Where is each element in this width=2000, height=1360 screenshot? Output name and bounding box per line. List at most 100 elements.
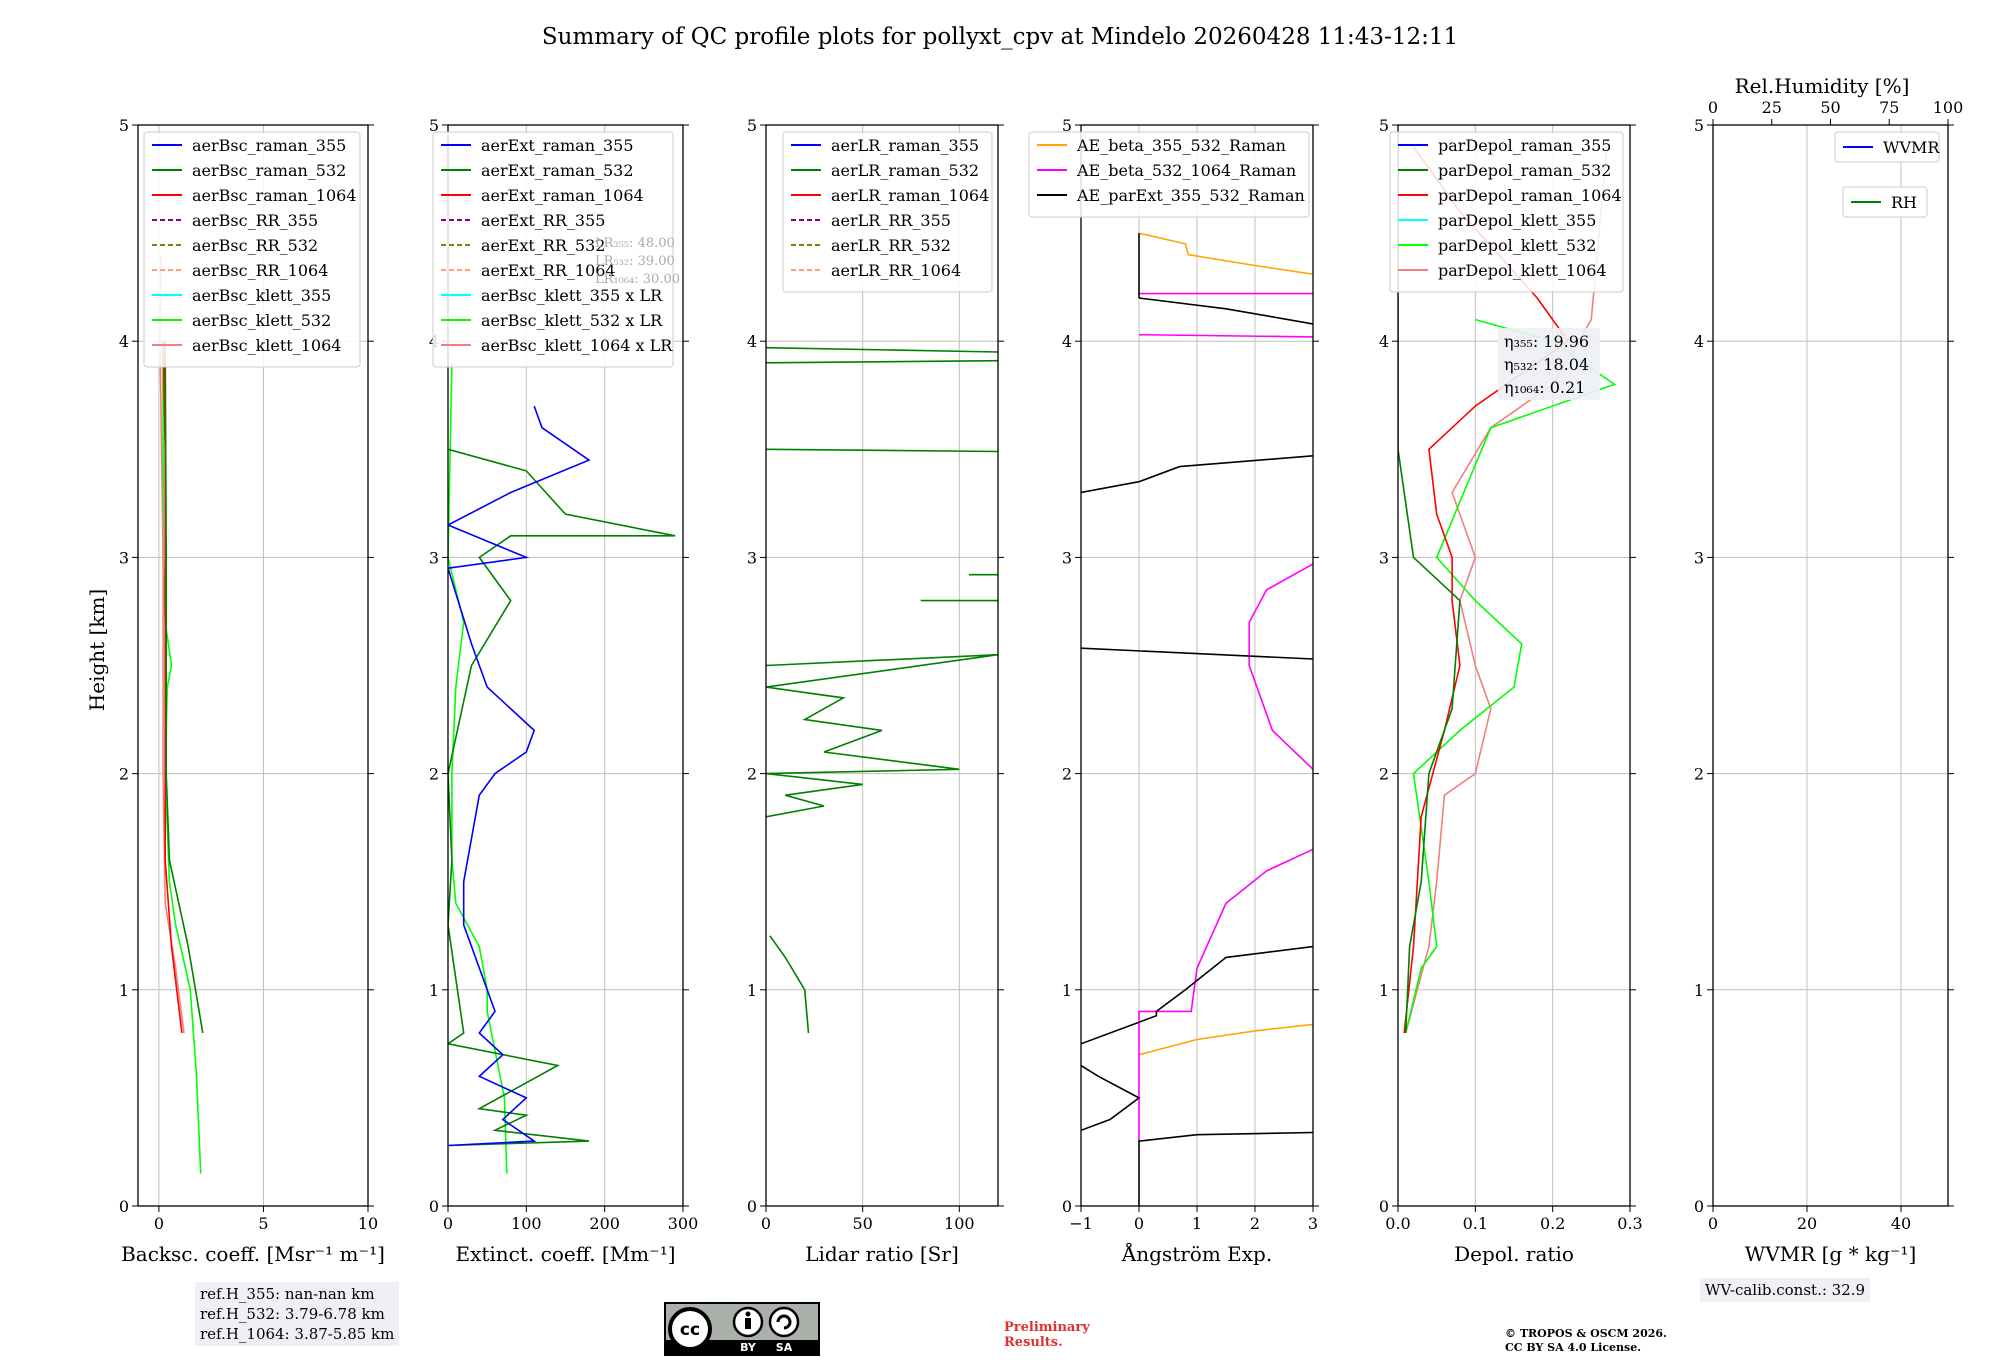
series-line-lr-4 xyxy=(766,448,998,453)
cc-sa-label: SA xyxy=(776,1341,793,1354)
x-axis-label: Depol. ratio xyxy=(1454,1242,1574,1266)
series-line-ae-4 xyxy=(1138,333,1313,338)
legend-label: AE_parExt_355_532_Raman xyxy=(1076,186,1305,205)
series-line-lr-6 xyxy=(766,346,998,353)
legend-label: aerLR_RR_355 xyxy=(831,211,951,230)
legend-label: aerBsc_RR_1064 xyxy=(192,261,328,280)
legend-label: aerLR_raman_1064 xyxy=(831,186,989,205)
series-line-bsc-3 xyxy=(164,341,204,1034)
x-tick-label: 0 xyxy=(1134,1214,1144,1233)
y-tick-label: 1 xyxy=(1694,981,1704,1000)
legend-label: aerExt_RR_532 xyxy=(481,236,605,255)
series-line-bsc-0 xyxy=(162,341,202,1174)
x-tick-label: 300 xyxy=(668,1214,699,1233)
copyright-note: © TROPOS & OSCM 2026. CC BY SA 4.0 Licen… xyxy=(1505,1327,1667,1355)
top-x-tick-label: 0 xyxy=(1708,98,1718,117)
x-tick-label: 0 xyxy=(1708,1214,1718,1233)
panel-ext: 0100200300012345Extinct. coeff. [Mm⁻¹]ae… xyxy=(429,116,698,1266)
x-tick-label: 100 xyxy=(511,1214,542,1233)
rh-axis-title: Rel.Humidity [%] xyxy=(1735,74,1910,98)
series-line-ext-2 xyxy=(448,405,591,1147)
x-axis-label: Ångström Exp. xyxy=(1121,1241,1272,1266)
y-tick-label: 5 xyxy=(429,116,439,135)
x-tick-label: 0 xyxy=(761,1214,771,1233)
legend-label: aerLR_raman_532 xyxy=(831,161,979,180)
cc-by-sa-badge: cc BY SA xyxy=(664,1302,820,1356)
x-tick-label: 0.3 xyxy=(1617,1214,1642,1233)
eta-box xyxy=(1498,328,1600,400)
y-tick-label: 0 xyxy=(429,1197,439,1216)
legend-label: aerBsc_raman_355 xyxy=(192,136,346,155)
y-tick-label: 0 xyxy=(747,1197,757,1216)
series-line-ext-0 xyxy=(448,362,508,1174)
legend-label: parDepol_klett_1064 xyxy=(1438,261,1607,280)
y-tick-label: 1 xyxy=(119,981,129,1000)
y-tick-label: 0 xyxy=(1694,1197,1704,1216)
y-tick-label: 5 xyxy=(1694,116,1704,135)
y-tick-label: 4 xyxy=(1694,332,1704,351)
legend-box xyxy=(1834,131,1940,163)
legend-label: AE_beta_355_532_Raman xyxy=(1076,136,1286,155)
series-line-ae-8 xyxy=(1081,945,1313,1045)
legend-label: aerExt_raman_532 xyxy=(481,161,634,180)
y-tick-label: 3 xyxy=(1379,548,1389,567)
preliminary-line-1: Preliminary xyxy=(1004,1320,1090,1335)
wv-calib-const: WV-calib.const.: 32.9 xyxy=(1705,1281,1866,1299)
eta-label: η₁₀₆₄: 0.21 xyxy=(1504,378,1585,397)
legend-label: aerBsc_RR_355 xyxy=(192,211,318,230)
y-tick-label: 4 xyxy=(119,332,129,351)
legend-label: aerLR_RR_1064 xyxy=(831,261,961,280)
legend-label: parDepol_raman_355 xyxy=(1438,136,1611,155)
legend-label: WVMR xyxy=(1883,138,1940,157)
y-tick-label: 2 xyxy=(747,765,757,784)
series-line-ae-9 xyxy=(1081,647,1313,660)
x-tick-label: 0.2 xyxy=(1540,1214,1565,1233)
x-tick-label: 200 xyxy=(589,1214,620,1233)
legend-label: aerBsc_klett_1064 xyxy=(192,336,341,355)
cc-mark: cc xyxy=(680,1320,700,1340)
top-x-tick-label: 75 xyxy=(1879,98,1899,117)
legend-label: aerExt_RR_355 xyxy=(481,211,605,230)
cc-by-label: BY xyxy=(740,1341,757,1354)
y-tick-label: 4 xyxy=(747,332,757,351)
legend-label: RH xyxy=(1891,193,1917,212)
lr-note: LR₅₃₂: 39.00 xyxy=(595,254,675,269)
copyright-line-1: © TROPOS & OSCM 2026. xyxy=(1505,1327,1667,1340)
series-line-ae-2 xyxy=(1138,848,1313,1142)
legend-label: aerExt_RR_1064 xyxy=(481,261,616,280)
y-tick-label: 4 xyxy=(1062,332,1072,351)
y-tick-label: 3 xyxy=(119,548,129,567)
y-tick-label: 3 xyxy=(429,548,439,567)
y-tick-label: 0 xyxy=(119,1197,129,1216)
legend-label: AE_beta_532_1064_Raman xyxy=(1076,161,1296,180)
y-tick-label: 5 xyxy=(747,116,757,135)
y-tick-label: 2 xyxy=(429,765,439,784)
series-line-lr-0 xyxy=(769,935,810,1034)
ref-h-355: ref.H_355: nan-nan km xyxy=(200,1285,375,1303)
legend-label: aerBsc_klett_355 xyxy=(192,286,331,305)
series-line-depol-1 xyxy=(1404,318,1617,1034)
lr-note: LR₁₀₆₄: 30.00 xyxy=(595,272,680,287)
legend-box xyxy=(143,131,361,368)
y-tick-label: 0 xyxy=(1062,1197,1072,1216)
legend-label: aerLR_raman_355 xyxy=(831,136,979,155)
copyright-line-2: CC BY SA 4.0 License. xyxy=(1505,1341,1642,1354)
y-tick-label: 1 xyxy=(429,981,439,1000)
x-tick-label: 3 xyxy=(1308,1214,1318,1233)
legend-box xyxy=(1389,131,1624,293)
legend-label: aerExt_raman_355 xyxy=(481,136,634,155)
series-line-ae-7 xyxy=(1138,1131,1313,1206)
y-axis-label: Height [km] xyxy=(85,589,109,711)
series-line-ae-1 xyxy=(1138,232,1313,275)
x-tick-label: 2 xyxy=(1250,1214,1260,1233)
preliminary-note: Preliminary Results. xyxy=(1004,1320,1090,1350)
preliminary-line-2: Results. xyxy=(1004,1335,1063,1350)
series-line-ae-11 xyxy=(1138,297,1313,325)
series-line-ae-6 xyxy=(1081,1064,1141,1132)
axes-frame xyxy=(765,124,999,1207)
y-tick-label: 1 xyxy=(1062,981,1072,1000)
y-tick-label: 1 xyxy=(747,981,757,1000)
top-x-tick-label: 50 xyxy=(1820,98,1840,117)
y-tick-label: 0 xyxy=(1379,1197,1389,1216)
ref-h-1064: ref.H_1064: 3.87-5.85 km xyxy=(200,1325,395,1343)
